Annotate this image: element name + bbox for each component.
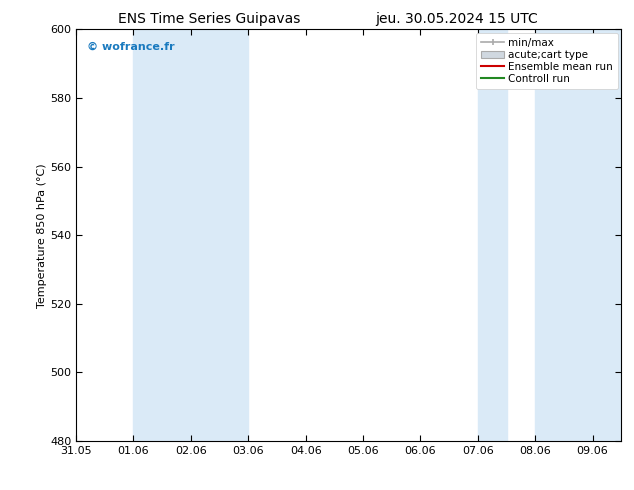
Bar: [535, 29, 621, 441]
Legend: min/max, acute;cart type, Ensemble mean run, Controll run: min/max, acute;cart type, Ensemble mean …: [476, 32, 618, 89]
Text: jeu. 30.05.2024 15 UTC: jeu. 30.05.2024 15 UTC: [375, 12, 538, 26]
Y-axis label: Temperature 850 hPa (°C): Temperature 850 hPa (°C): [37, 163, 47, 308]
Bar: [134, 29, 249, 441]
Text: © wofrance.fr: © wofrance.fr: [87, 42, 174, 52]
Text: ENS Time Series Guipavas: ENS Time Series Guipavas: [118, 12, 301, 26]
Bar: [478, 29, 507, 441]
